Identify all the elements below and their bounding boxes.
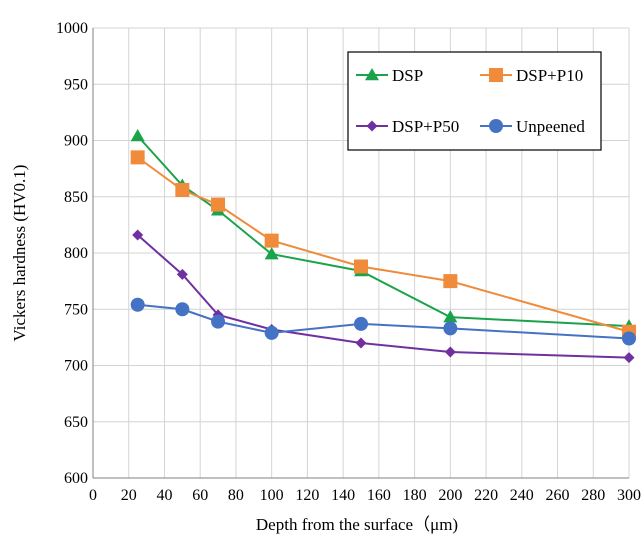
data-point-unpeened [211, 314, 226, 329]
x-tick-label: 80 [228, 487, 244, 504]
data-point-dsp-p10 [443, 274, 458, 289]
data-point-dsp-p50 [176, 268, 188, 280]
data-point-dsp-p50 [623, 352, 635, 364]
y-tick-labels: 600 650 700 750 800 850 900 950 1000 [56, 20, 88, 487]
x-tick-label: 160 [367, 487, 391, 504]
y-tick-label: 900 [64, 133, 88, 150]
x-tick-label: 240 [510, 487, 534, 504]
y-tick-label: 750 [64, 301, 88, 318]
x-tick-label: 260 [546, 487, 570, 504]
data-point-dsp [443, 310, 458, 323]
y-tick-label: 850 [64, 189, 88, 206]
data-point-dsp [130, 129, 145, 142]
x-tick-label: 0 [89, 487, 97, 504]
y-tick-label: 600 [64, 470, 88, 487]
x-tick-label: 40 [156, 487, 172, 504]
data-point-dsp-p10 [211, 197, 226, 212]
x-tick-label: 140 [331, 487, 355, 504]
series-dsp-p10 [130, 150, 636, 339]
data-point-dsp [264, 247, 279, 260]
legend-item-dsp: DSP [356, 66, 423, 85]
data-point-dsp-p10 [354, 259, 368, 274]
series-unpeened [130, 297, 636, 346]
y-axis-title: Vickers hardness (HV0.1) [10, 165, 29, 342]
legend-box [347, 51, 602, 151]
data-point-unpeened [443, 321, 458, 336]
data-point-unpeened [264, 325, 279, 340]
data-point-dsp-p50 [132, 229, 144, 241]
axes [92, 28, 629, 479]
data-point-dsp-p50 [444, 346, 456, 358]
data-point-dsp-p50 [355, 337, 367, 349]
y-tick-label: 700 [64, 358, 88, 375]
y-tick-label: 650 [64, 414, 88, 431]
y-tick-label: 950 [64, 76, 88, 93]
x-tick-label: 60 [192, 487, 208, 504]
data-point-dsp-p10 [130, 150, 145, 165]
data-point-unpeened [130, 297, 145, 312]
legend-marker-unpeened [489, 119, 503, 133]
legend-label-dsp-p10: DSP+P10 [516, 66, 583, 85]
x-axis-title: Depth from the surface（μm) [256, 515, 458, 534]
legend-marker-dsp [365, 68, 379, 81]
y-tick-label: 800 [64, 245, 88, 262]
legend-marker-dsp-p50 [366, 120, 378, 132]
x-tick-label: 20 [121, 487, 137, 504]
x-tick-label: 220 [474, 487, 498, 504]
x-tick-label: 280 [581, 487, 605, 504]
legend-item-dsp-p10: DSP+P10 [480, 66, 583, 85]
legend-item-dsp-p50: DSP+P50 [356, 117, 459, 136]
data-point-unpeened [354, 316, 368, 331]
legend-item-unpeened: Unpeened [480, 117, 585, 136]
legend-marker-dsp-p10 [489, 68, 503, 82]
data-point-dsp-p10 [175, 183, 190, 197]
x-tick-label: 180 [403, 487, 427, 504]
data-point-dsp-p10 [264, 233, 279, 248]
x-tick-labels: 0 20 40 60 80 100 120 140 160 180 200 220 240 260 280 3… [89, 487, 641, 504]
y-tick-label: 1000 [56, 20, 88, 37]
data-point-unpeened [622, 331, 636, 346]
x-tick-label: 300 [617, 487, 641, 504]
data-series [130, 129, 636, 364]
data-point-unpeened [175, 302, 190, 317]
x-tick-label: 200 [438, 487, 462, 504]
legend-label-unpeened: Unpeened [516, 117, 585, 136]
x-tick-label: 100 [260, 487, 284, 504]
legend-label-dsp: DSP [392, 66, 423, 85]
x-tick-label: 120 [295, 487, 319, 504]
legend-label-dsp-p50: DSP+P50 [392, 117, 459, 136]
legend: DSP DSP+P10 DSP+P50 Unpeened [347, 51, 602, 151]
